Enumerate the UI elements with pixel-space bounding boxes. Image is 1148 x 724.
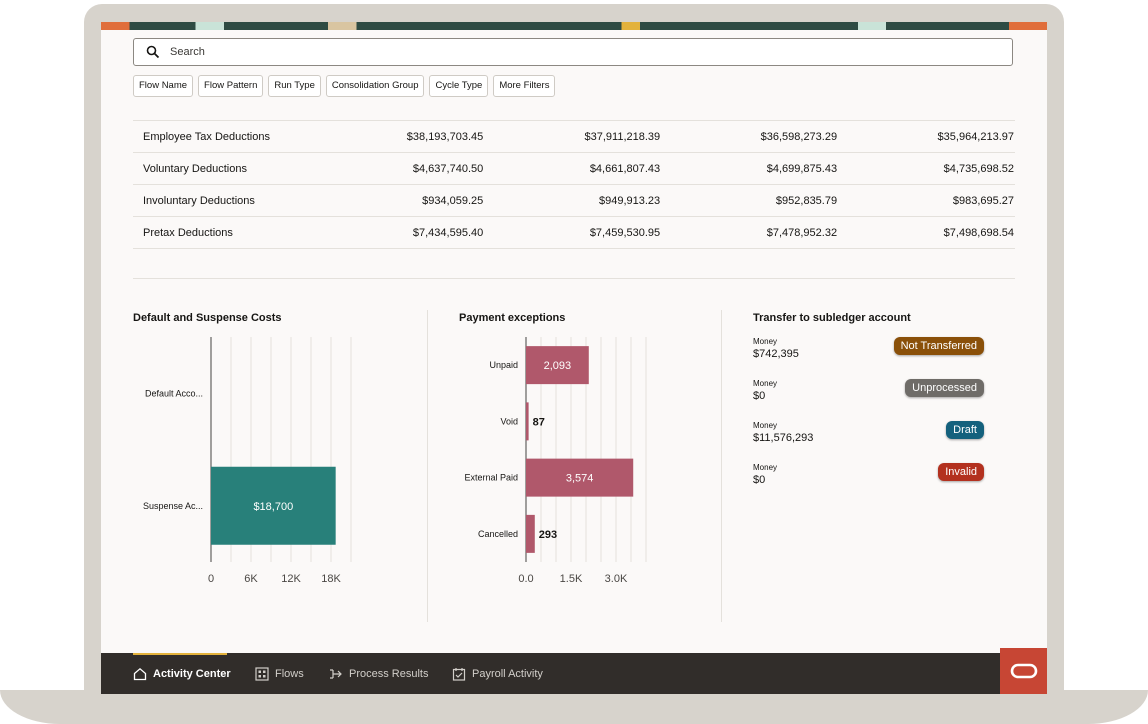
filter-flow-name[interactable]: Flow Name — [133, 75, 194, 97]
payment-exceptions-chart: Unpaid 2,093 Void 87 External Paid 3,574 Cance… — [464, 337, 647, 585]
search-bar[interactable] — [133, 38, 1013, 66]
section-divider — [133, 278, 1015, 279]
status-badge-unprocessed[interactable]: Unprocessed — [905, 379, 984, 397]
nav-label: Process Results — [349, 667, 429, 680]
filter-more-filters[interactable]: More Filters — [493, 75, 556, 97]
nav-label: Flows — [275, 667, 304, 680]
cell-value: $37,911,218.39 — [584, 130, 661, 143]
default-suspense-chart: Default Acco... Suspense Ac... $18,700 0 6K 1… — [143, 337, 352, 585]
money-value: $0 — [753, 474, 766, 486]
cell-value: $949,913.23 — [599, 194, 661, 207]
laptop-base — [0, 690, 1148, 724]
search-input[interactable] — [168, 45, 972, 59]
status-badge-not-transferred[interactable]: Not Transferred — [893, 337, 984, 355]
nav-label: Activity Center — [153, 667, 231, 680]
filter-cycle-type[interactable]: Cycle Type — [429, 75, 489, 97]
search-icon — [146, 45, 160, 59]
cell-value: $36,598,273.29 — [760, 130, 838, 143]
table-row: Pretax Deductions $7,434,595.40 $7,459,5… — [133, 217, 1015, 249]
cell-value: $7,459,530.95 — [589, 226, 661, 239]
bar[interactable] — [526, 514, 535, 553]
bar[interactable] — [211, 466, 336, 545]
money-label: Money — [753, 379, 778, 388]
cell-value: $952,835.79 — [775, 194, 838, 207]
table-row: Employee Tax Deductions $38,193,703.45 $… — [133, 121, 1015, 153]
data-label: 87 — [533, 416, 545, 428]
row-label: Employee Tax Deductions — [143, 130, 270, 143]
cell-value: $4,735,698.52 — [943, 162, 1015, 175]
cell-value: $7,498,698.54 — [943, 226, 1015, 239]
category-label: Void — [500, 416, 518, 426]
cell-value: $38,193,703.45 — [406, 130, 484, 143]
category-label: Cancelled — [478, 529, 518, 539]
tick-label: 6K — [244, 573, 258, 585]
table-row: Voluntary Deductions $4,637,740.50 $4,66… — [133, 153, 1015, 185]
grid-icon — [255, 666, 269, 681]
bar[interactable] — [526, 402, 529, 441]
cell-value: $934,059.25 — [422, 194, 484, 207]
data-label: 2,093 — [544, 360, 572, 372]
category-label: Default Acco... — [145, 388, 203, 398]
calendar-check-icon — [452, 667, 466, 681]
default-suspense-title: Default and Suspense Costs — [133, 312, 282, 324]
nav-flows[interactable]: Flows — [255, 653, 304, 694]
row-label: Voluntary Deductions — [143, 162, 247, 175]
payment-exceptions-title: Payment exceptions — [459, 312, 566, 324]
row-label: Pretax Deductions — [143, 226, 233, 239]
transfer-title: Transfer to subledger account — [753, 312, 911, 324]
panel-separator — [427, 310, 428, 622]
process-icon — [329, 667, 343, 681]
data-label: 3,574 — [566, 473, 594, 485]
cell-value: $4,699,875.43 — [766, 162, 838, 175]
cell-value: $7,478,952.32 — [766, 226, 838, 239]
panel-separator — [721, 310, 722, 622]
money-value: $742,395 — [753, 348, 799, 360]
filter-run-type[interactable]: Run Type — [268, 75, 321, 97]
tick-label: 18K — [321, 573, 341, 585]
money-value: $0 — [753, 390, 766, 402]
nav-label: Payroll Activity — [472, 667, 543, 680]
nav-payroll-activity[interactable]: Payroll Activity — [452, 653, 543, 694]
bar[interactable] — [526, 346, 589, 385]
tick-label: 1.5K — [560, 573, 583, 585]
cell-value: $4,661,807.43 — [589, 162, 661, 175]
bottom-navigation: Activity Center Flows Process Results Pa… — [101, 653, 1047, 694]
tick-label: 3.0K — [605, 573, 628, 585]
filter-chips: Flow Name Flow Pattern Run Type Consolid… — [133, 75, 556, 97]
decorative-banner — [101, 22, 1047, 30]
status-badge-draft[interactable]: Draft — [946, 421, 984, 439]
filter-consolidation-group[interactable]: Consolidation Group — [325, 75, 425, 97]
oracle-logo[interactable] — [1000, 648, 1047, 694]
home-icon — [133, 667, 147, 681]
table-row: Involuntary Deductions $934,059.25 $949,… — [133, 185, 1015, 217]
tick-label: 0 — [208, 573, 214, 585]
category-label: Suspense Ac... — [143, 501, 203, 511]
tick-label: 12K — [281, 573, 301, 585]
cell-value: $35,964,213.97 — [937, 130, 1015, 143]
row-label: Involuntary Deductions — [143, 194, 255, 207]
money-label: Money — [753, 463, 778, 472]
bar[interactable] — [526, 458, 634, 497]
deductions-table: Employee Tax Deductions $38,193,703.45 $… — [133, 120, 1015, 249]
nav-process-results[interactable]: Process Results — [329, 653, 428, 694]
category-label: Unpaid — [489, 360, 518, 370]
money-value: $11,576,293 — [753, 432, 814, 444]
money-label: Money — [753, 337, 778, 346]
tick-label: 0.0 — [518, 573, 533, 585]
filter-flow-pattern[interactable]: Flow Pattern — [198, 75, 264, 97]
data-label: $18,700 — [253, 501, 293, 513]
cell-value: $983,695.27 — [952, 194, 1015, 207]
data-label: 293 — [539, 529, 557, 541]
app-screen: Flow Name Flow Pattern Run Type Consolid… — [101, 22, 1047, 694]
status-badge-invalid[interactable]: Invalid — [938, 463, 984, 481]
oracle-logo-icon — [1010, 663, 1037, 679]
money-label: Money — [753, 421, 778, 430]
cell-value: $4,637,740.50 — [412, 162, 484, 175]
active-tab-indicator — [133, 653, 227, 655]
cell-value: $7,434,595.40 — [412, 226, 484, 239]
nav-activity-center[interactable]: Activity Center — [133, 653, 231, 694]
category-label: External Paid — [464, 473, 518, 483]
